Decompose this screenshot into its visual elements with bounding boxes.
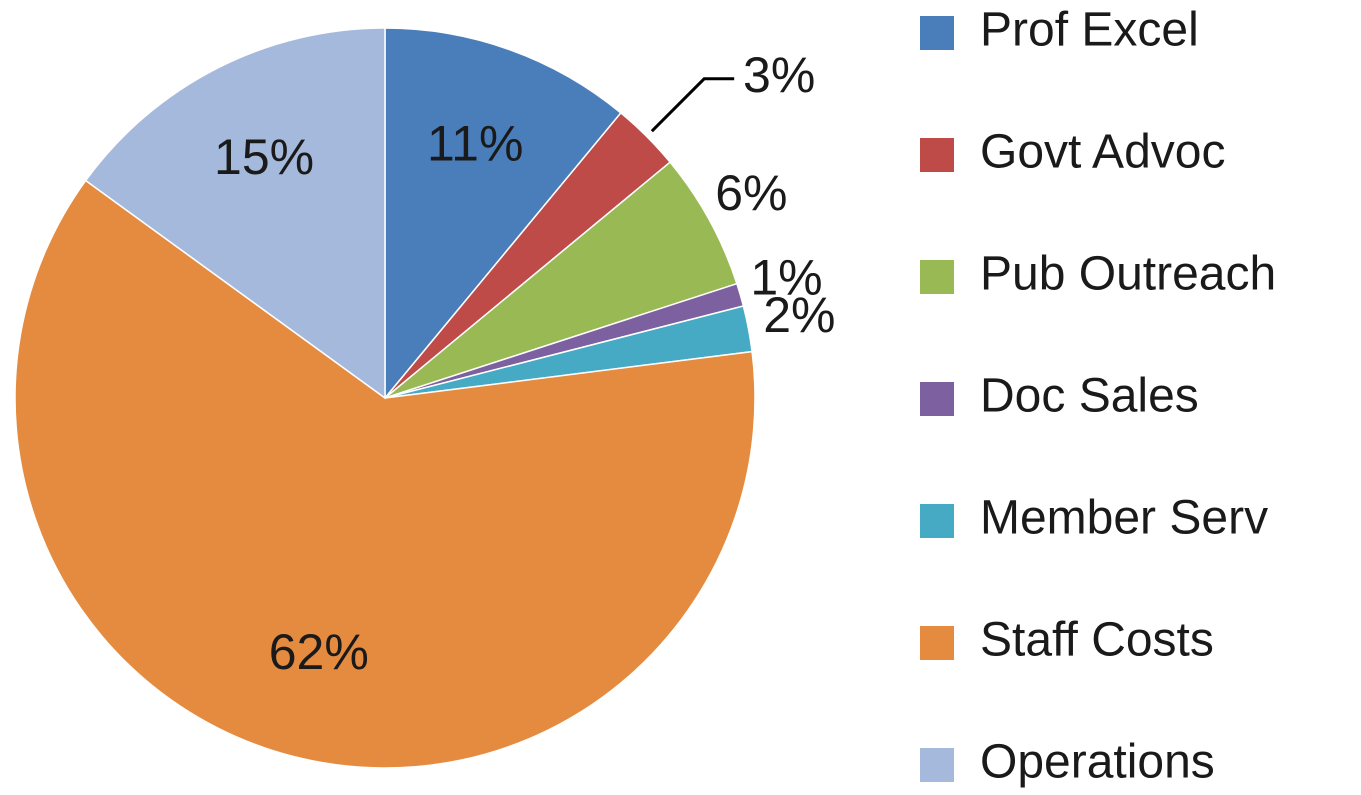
legend-label: Pub Outreach [980,248,1276,301]
legend-label: Govt Advoc [980,126,1225,179]
pie-slice [14,179,756,769]
pie-slice [384,27,622,401]
data-label: 11% [427,116,523,172]
legend-label: Doc Sales [980,370,1199,423]
data-label: 1% [750,250,822,306]
legend-label: Prof Excel [980,4,1199,57]
legend-swatch [920,260,954,294]
legend-swatch [920,748,954,782]
legend-label: Staff Costs [980,614,1214,667]
data-label: 15% [214,129,314,185]
data-label: 3% [743,47,815,103]
legend-label: Member Serv [980,492,1268,545]
pie-slice [384,161,738,399]
legend-swatch [920,504,954,538]
data-label: 2% [763,287,835,343]
legend-swatch [920,382,954,416]
data-label: 62% [269,624,369,680]
legend-swatch [920,626,954,660]
pie-slice [84,27,386,400]
legend-swatch [920,138,954,172]
legend-label: Operations [980,736,1215,789]
legend-swatch [920,16,954,50]
data-label: 6% [715,165,787,221]
leader-line [650,77,735,133]
